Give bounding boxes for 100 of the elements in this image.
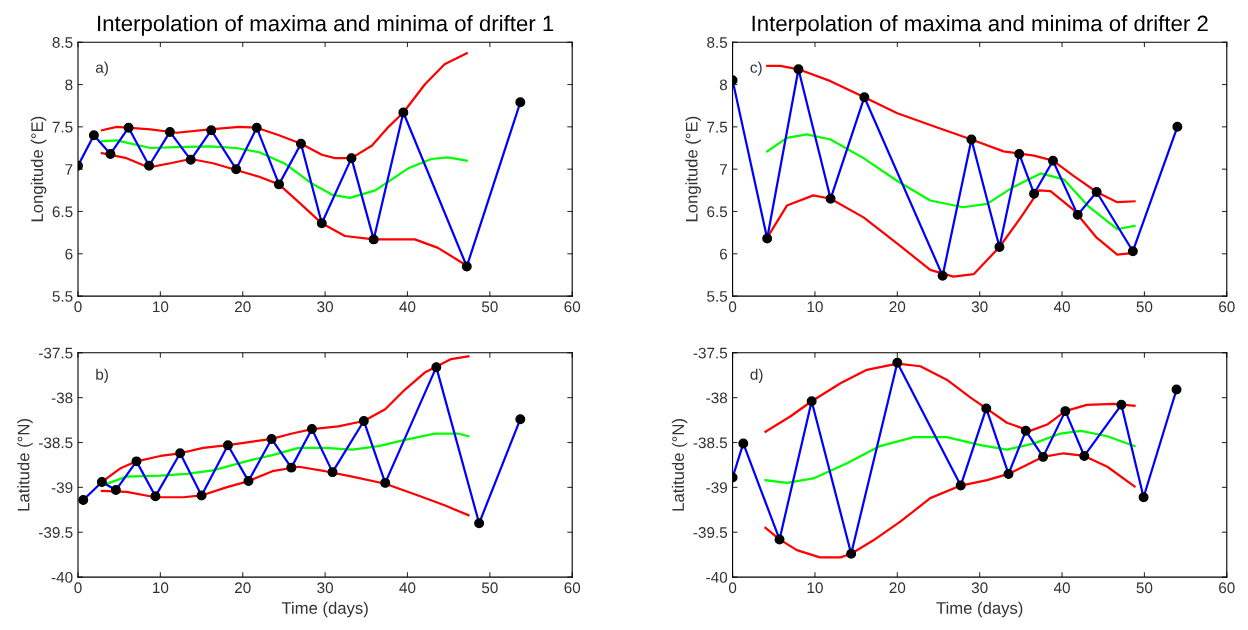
y-tick-label: 6.5 [707, 206, 728, 218]
chart-title: Interpolation of maxima and minima of drifter 2 [752, 14, 1208, 36]
point [1127, 246, 1138, 257]
y-tick-label: 7 [720, 164, 727, 175]
x-tick-label: 0 [728, 301, 737, 313]
y-tick-label: 7.5 [707, 121, 728, 133]
x-tick-label: 40 [399, 301, 416, 313]
point [825, 193, 836, 204]
x-tick-label: 10 [153, 582, 169, 594]
line-series [764, 429, 1136, 484]
y-tick-label: -39.5 [39, 527, 73, 538]
point [78, 494, 89, 505]
annotation: a) [95, 61, 108, 76]
annotation: b) [96, 368, 108, 383]
y-tick-label: -37.5 [693, 347, 728, 359]
point [966, 134, 977, 145]
point [88, 130, 99, 141]
y-tick-label: -38.5 [693, 437, 728, 449]
y-tick-label: 8 [719, 79, 728, 91]
y-tick-label: 7 [65, 164, 73, 175]
point [806, 396, 817, 407]
x-tick-label: 30 [317, 301, 333, 313]
y-tick-label: -40 [51, 571, 73, 583]
y-tick-label: -38 [51, 392, 73, 404]
x-tick-label: 20 [889, 582, 906, 594]
x-axis-title: Time (days) [936, 601, 1023, 618]
point [175, 448, 186, 459]
point [131, 456, 142, 467]
point [358, 416, 369, 426]
line-series [766, 133, 1136, 231]
point [123, 122, 134, 133]
x-tick-label: 50 [481, 582, 498, 594]
point [1072, 209, 1083, 220]
y-tick-label: -37.5 [39, 347, 73, 359]
y-tick-label: 6 [719, 248, 728, 260]
x-tick-label: 30 [971, 301, 988, 313]
point [955, 480, 966, 491]
point [1003, 468, 1014, 479]
point [286, 462, 297, 473]
x-tick-label: 10 [807, 582, 823, 594]
x-tick-label: 60 [1219, 582, 1235, 594]
point [515, 97, 526, 108]
x-tick-label: 30 [317, 582, 333, 594]
line-series [100, 139, 468, 200]
point [231, 164, 242, 175]
x-tick-label: 40 [399, 582, 416, 594]
point [222, 440, 233, 451]
point [1060, 406, 1071, 417]
point [1020, 425, 1031, 436]
point [892, 357, 903, 368]
y-tick-label: 8.5 [52, 37, 73, 48]
y-tick-label: -38.5 [39, 437, 73, 449]
y-tick-label: 5.5 [707, 291, 728, 302]
x-tick-label: 50 [1136, 301, 1153, 313]
point [981, 403, 992, 414]
x-tick-label: 20 [235, 582, 251, 594]
point [150, 491, 161, 502]
point [185, 154, 196, 165]
x-tick-label: 20 [235, 301, 251, 313]
x-tick-label: 0 [74, 301, 82, 313]
x-tick-label: 30 [971, 582, 988, 594]
point [431, 362, 442, 373]
x-tick-label: 50 [1136, 582, 1153, 594]
y-tick-label: -39 [706, 482, 727, 494]
point [266, 433, 277, 444]
point [793, 64, 804, 75]
x-tick-label: 40 [1053, 582, 1070, 594]
point [316, 218, 327, 229]
x-tick-label: 10 [153, 301, 169, 313]
line-series [766, 64, 1136, 204]
point [461, 261, 472, 272]
x-tick-label: 10 [807, 301, 823, 313]
point [1171, 384, 1182, 395]
y-axis-title: Latitude (°N) [671, 419, 688, 511]
x-axis-title: Time (days) [281, 601, 368, 618]
annotation: c) [750, 61, 762, 76]
point [306, 424, 317, 435]
point [144, 160, 155, 171]
point [346, 153, 357, 164]
point [937, 270, 948, 281]
point [1116, 399, 1127, 410]
point [1014, 148, 1025, 159]
point [110, 485, 121, 496]
point [1038, 451, 1049, 462]
point [738, 438, 749, 449]
y-tick-label: -40 [706, 571, 728, 583]
point [1138, 492, 1149, 503]
point [251, 122, 262, 133]
annotation: d) [750, 368, 763, 383]
x-tick-label: 0 [74, 582, 82, 594]
point [1029, 188, 1040, 199]
point [474, 518, 485, 529]
y-axis-title: Latitude (°N) [17, 419, 33, 511]
y-tick-label: -39 [51, 482, 73, 494]
point [295, 138, 306, 149]
x-tick-label: 0 [728, 582, 737, 594]
point [774, 534, 785, 545]
chart-title: Interpolation of maxima and minima of drifter 1 [98, 14, 554, 36]
point [196, 490, 207, 501]
point [327, 467, 338, 478]
